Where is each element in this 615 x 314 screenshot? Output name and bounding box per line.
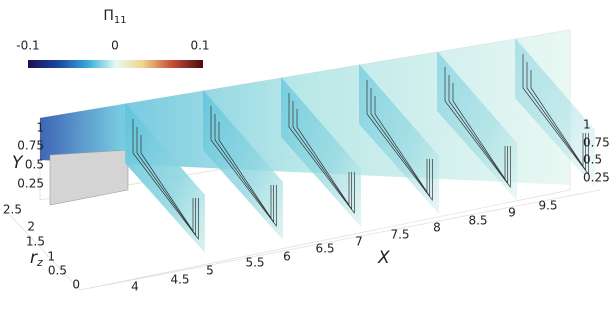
contour [452, 83, 506, 181]
tick-label: 0 [111, 39, 119, 53]
slice [125, 103, 205, 253]
rz-label: rz [30, 248, 43, 269]
slice [203, 90, 283, 240]
tick-label: 8 [433, 221, 441, 235]
contour [214, 114, 275, 224]
tick-label: 1 [583, 118, 591, 132]
tick-label: 8.5 [468, 214, 487, 228]
tick-label: 0 [72, 278, 80, 292]
contour [448, 75, 509, 185]
tick-label: 7.5 [390, 228, 409, 242]
colorbar-title-main: Π [103, 8, 114, 24]
colorbar-title-sub: 11 [114, 15, 127, 26]
tick-label: 1 [47, 250, 55, 264]
tick-label: -0.1 [16, 39, 39, 53]
contour [366, 80, 433, 202]
tick-label: 1 [36, 121, 44, 135]
contour [374, 96, 428, 194]
tick-label: 0.25 [17, 177, 44, 191]
contour [288, 93, 355, 215]
contour [218, 122, 272, 220]
rz-label-sub: z [36, 256, 43, 269]
contour [210, 106, 277, 228]
rz-label-main: r [30, 248, 38, 268]
inlet-block [49, 149, 129, 206]
tick-label: 4 [131, 280, 139, 294]
tick-label: 1.5 [26, 235, 45, 249]
slice [359, 64, 439, 214]
tick-label: 9 [508, 206, 516, 220]
tick-label: 0.5 [48, 264, 67, 278]
tick-label: 2 [27, 220, 35, 234]
tick-label: 0.5 [583, 153, 602, 167]
slices [125, 38, 595, 253]
contour [370, 88, 431, 198]
x-label: X [377, 248, 390, 268]
colorbar-title: Π11 [103, 8, 126, 26]
tick-label: 0.25 [583, 171, 610, 185]
tick-label: 4.5 [170, 273, 189, 287]
contour [132, 119, 199, 241]
contour [136, 127, 197, 237]
contour [522, 54, 589, 176]
tick-label: 5.5 [245, 256, 264, 270]
tick-label: 7 [355, 235, 363, 249]
y-label: Y [12, 153, 24, 173]
tick-label: 6 [283, 250, 291, 264]
tick-label: 0.5 [25, 158, 44, 172]
tick-label: 6.5 [315, 242, 334, 256]
slice [281, 77, 361, 227]
contour [444, 67, 511, 189]
slice [515, 38, 595, 188]
tick-label: 9.5 [538, 199, 557, 213]
tick-label: 2.5 [3, 203, 22, 217]
contour [292, 101, 353, 211]
tick-label: 0.75 [17, 139, 44, 153]
tick-labels: -0.1 0 0.110.750.50.2510.750.50.252.521.51… [3, 39, 610, 294]
tick-label: 0.1 [190, 39, 209, 53]
contour [296, 109, 350, 207]
slice [437, 51, 517, 201]
contour [526, 62, 587, 172]
contour [530, 70, 584, 168]
tick-label: 0.75 [583, 136, 610, 150]
tick-label: 5 [206, 264, 214, 278]
colorbar [28, 60, 203, 68]
contour [140, 135, 194, 233]
